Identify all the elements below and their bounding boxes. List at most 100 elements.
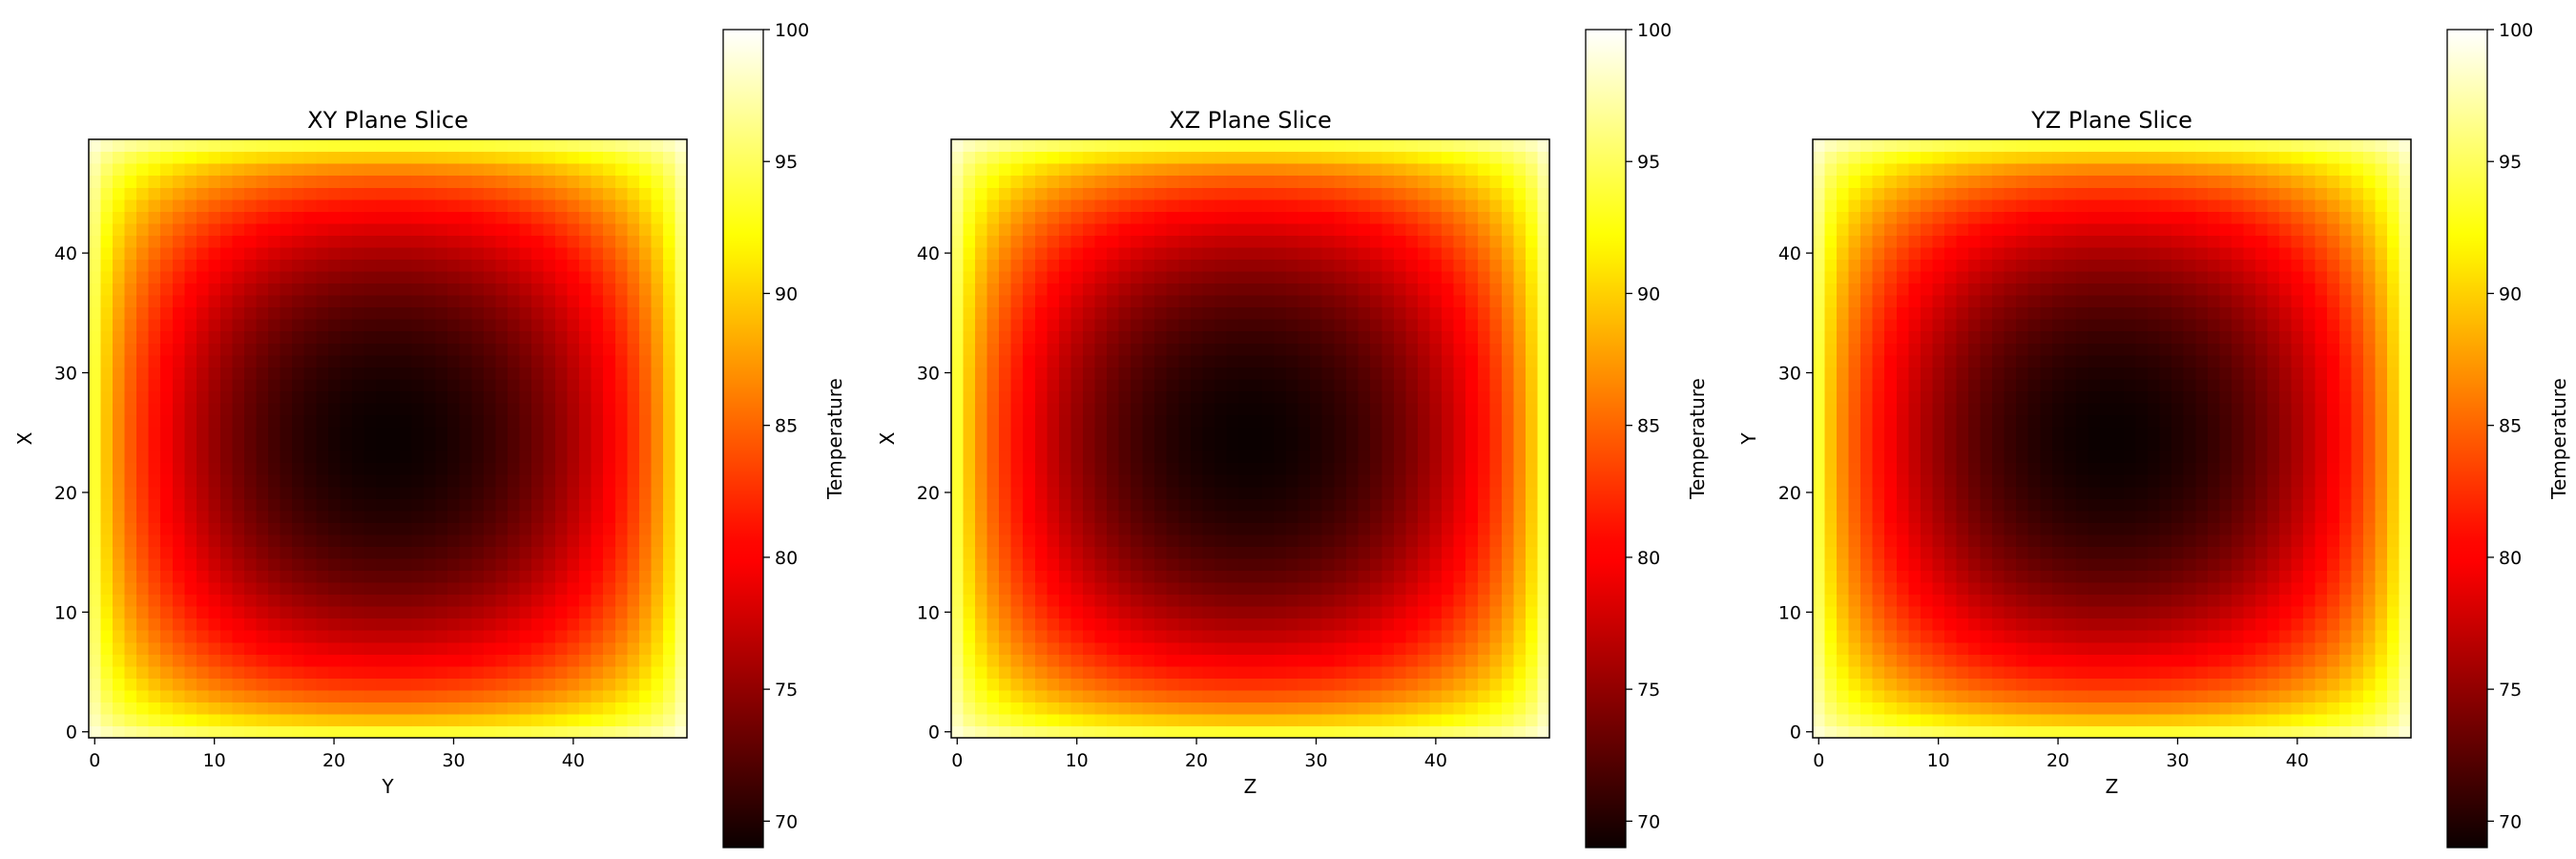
heatmap-cell	[136, 474, 150, 488]
heatmap-cell	[1010, 438, 1024, 451]
heatmap-cell	[1034, 222, 1048, 236]
heatmap-cell	[1131, 522, 1144, 535]
heatmap-cell	[1393, 163, 1407, 177]
heatmap-cell	[375, 474, 389, 488]
heatmap-cell	[219, 689, 234, 702]
heatmap-cell	[1166, 402, 1179, 416]
heatmap-cell	[1118, 474, 1132, 488]
heatmap-cell	[1166, 630, 1179, 643]
heatmap-cell	[1226, 235, 1239, 248]
heatmap-cell	[327, 414, 341, 428]
heatmap-cell	[351, 510, 365, 523]
heatmap-cell	[1047, 414, 1060, 428]
heatmap-cell	[1513, 163, 1527, 177]
heatmap-cell	[495, 606, 509, 619]
heatmap-cell	[375, 618, 389, 631]
heatmap-cell	[232, 557, 245, 572]
heatmap-cell	[184, 175, 197, 188]
heatmap-cell	[280, 702, 293, 715]
heatmap-cell	[327, 557, 341, 572]
heatmap-cell	[1058, 343, 1071, 356]
heatmap-cell	[89, 522, 102, 535]
heatmap-cell	[411, 295, 425, 308]
heatmap-cell	[963, 498, 976, 512]
heatmap-cell	[364, 270, 377, 284]
heatmap-cell	[1321, 557, 1335, 572]
heatmap-cell	[364, 522, 377, 535]
heatmap-cell	[530, 725, 545, 739]
heatmap-cell	[208, 570, 221, 583]
heatmap-cell	[196, 498, 209, 512]
heatmap-cell	[614, 306, 628, 320]
heatmap-cell	[1190, 534, 1203, 547]
heatmap-cell	[1131, 510, 1144, 523]
heatmap-cell	[1405, 534, 1419, 547]
heatmap-cell	[1094, 426, 1108, 440]
heatmap-cell	[184, 199, 197, 212]
heatmap-cell	[435, 199, 448, 212]
heatmap-cell	[113, 187, 126, 200]
heatmap-cell	[519, 306, 532, 320]
heatmap-cell	[1465, 319, 1479, 332]
heatmap-cell	[1405, 678, 1419, 691]
heatmap-cell	[987, 295, 1000, 308]
heatmap-cell	[1525, 390, 1539, 404]
heatmap-cell	[627, 270, 640, 284]
heatmap-cell	[292, 618, 305, 631]
heatmap-cell	[400, 570, 413, 583]
heatmap-cell	[411, 665, 425, 679]
heatmap-cell	[400, 438, 413, 451]
heatmap-cell	[1262, 713, 1276, 727]
heatmap-cell	[1070, 618, 1084, 631]
heatmap-cell	[327, 390, 341, 404]
heatmap-cell	[495, 689, 509, 702]
heatmap-cell	[1513, 235, 1527, 248]
heatmap-cell	[1226, 522, 1239, 535]
heatmap-cell	[124, 630, 137, 643]
heatmap-cell	[1023, 522, 1036, 535]
heatmap-cell	[1525, 581, 1539, 596]
heatmap-cell	[1334, 319, 1347, 332]
heatmap-cell	[1453, 498, 1466, 512]
heatmap-cell	[675, 618, 688, 631]
heatmap-cell	[364, 187, 377, 200]
heatmap-cell	[340, 474, 353, 488]
heatmap-cell	[1034, 522, 1048, 535]
heatmap-cell	[579, 557, 592, 572]
heatmap-cell	[387, 474, 401, 488]
heatmap-cell	[280, 462, 293, 475]
heatmap-cell	[1453, 211, 1466, 224]
heatmap-cell	[519, 474, 532, 488]
heatmap-cell	[1250, 354, 1263, 367]
heatmap-cell	[1286, 498, 1299, 512]
heatmap-cell	[1286, 438, 1299, 451]
heatmap-cell	[232, 665, 245, 679]
heatmap-cell	[136, 175, 150, 188]
heatmap-cell	[1298, 246, 1311, 260]
heatmap-cell	[1154, 235, 1168, 248]
heatmap-cell	[1118, 498, 1132, 512]
heatmap-cell	[1166, 594, 1179, 607]
heatmap-cell	[268, 378, 281, 391]
heatmap-cell	[327, 534, 341, 547]
heatmap-cell	[1453, 594, 1466, 607]
heatmap-cell	[951, 438, 965, 451]
heatmap-cell	[1393, 557, 1407, 572]
heatmap-cell	[567, 283, 580, 296]
heatmap-cell	[1513, 438, 1527, 451]
heatmap-cell	[1442, 498, 1455, 512]
heatmap-cell	[1310, 330, 1323, 344]
heatmap-cell	[1154, 654, 1168, 667]
heatmap-cell	[555, 678, 569, 691]
heatmap-cell	[651, 581, 664, 596]
heatmap-cell	[1537, 199, 1550, 212]
heatmap-cell	[219, 594, 234, 607]
heatmap-cell	[1489, 522, 1503, 535]
heatmap-cell	[1442, 606, 1455, 619]
heatmap-cell	[1501, 343, 1514, 356]
heatmap-cell	[483, 295, 496, 308]
heatmap-cell	[1418, 259, 1431, 272]
heatmap-cell	[651, 402, 664, 416]
heatmap-cell	[1142, 702, 1155, 715]
heatmap-cell	[999, 295, 1012, 308]
